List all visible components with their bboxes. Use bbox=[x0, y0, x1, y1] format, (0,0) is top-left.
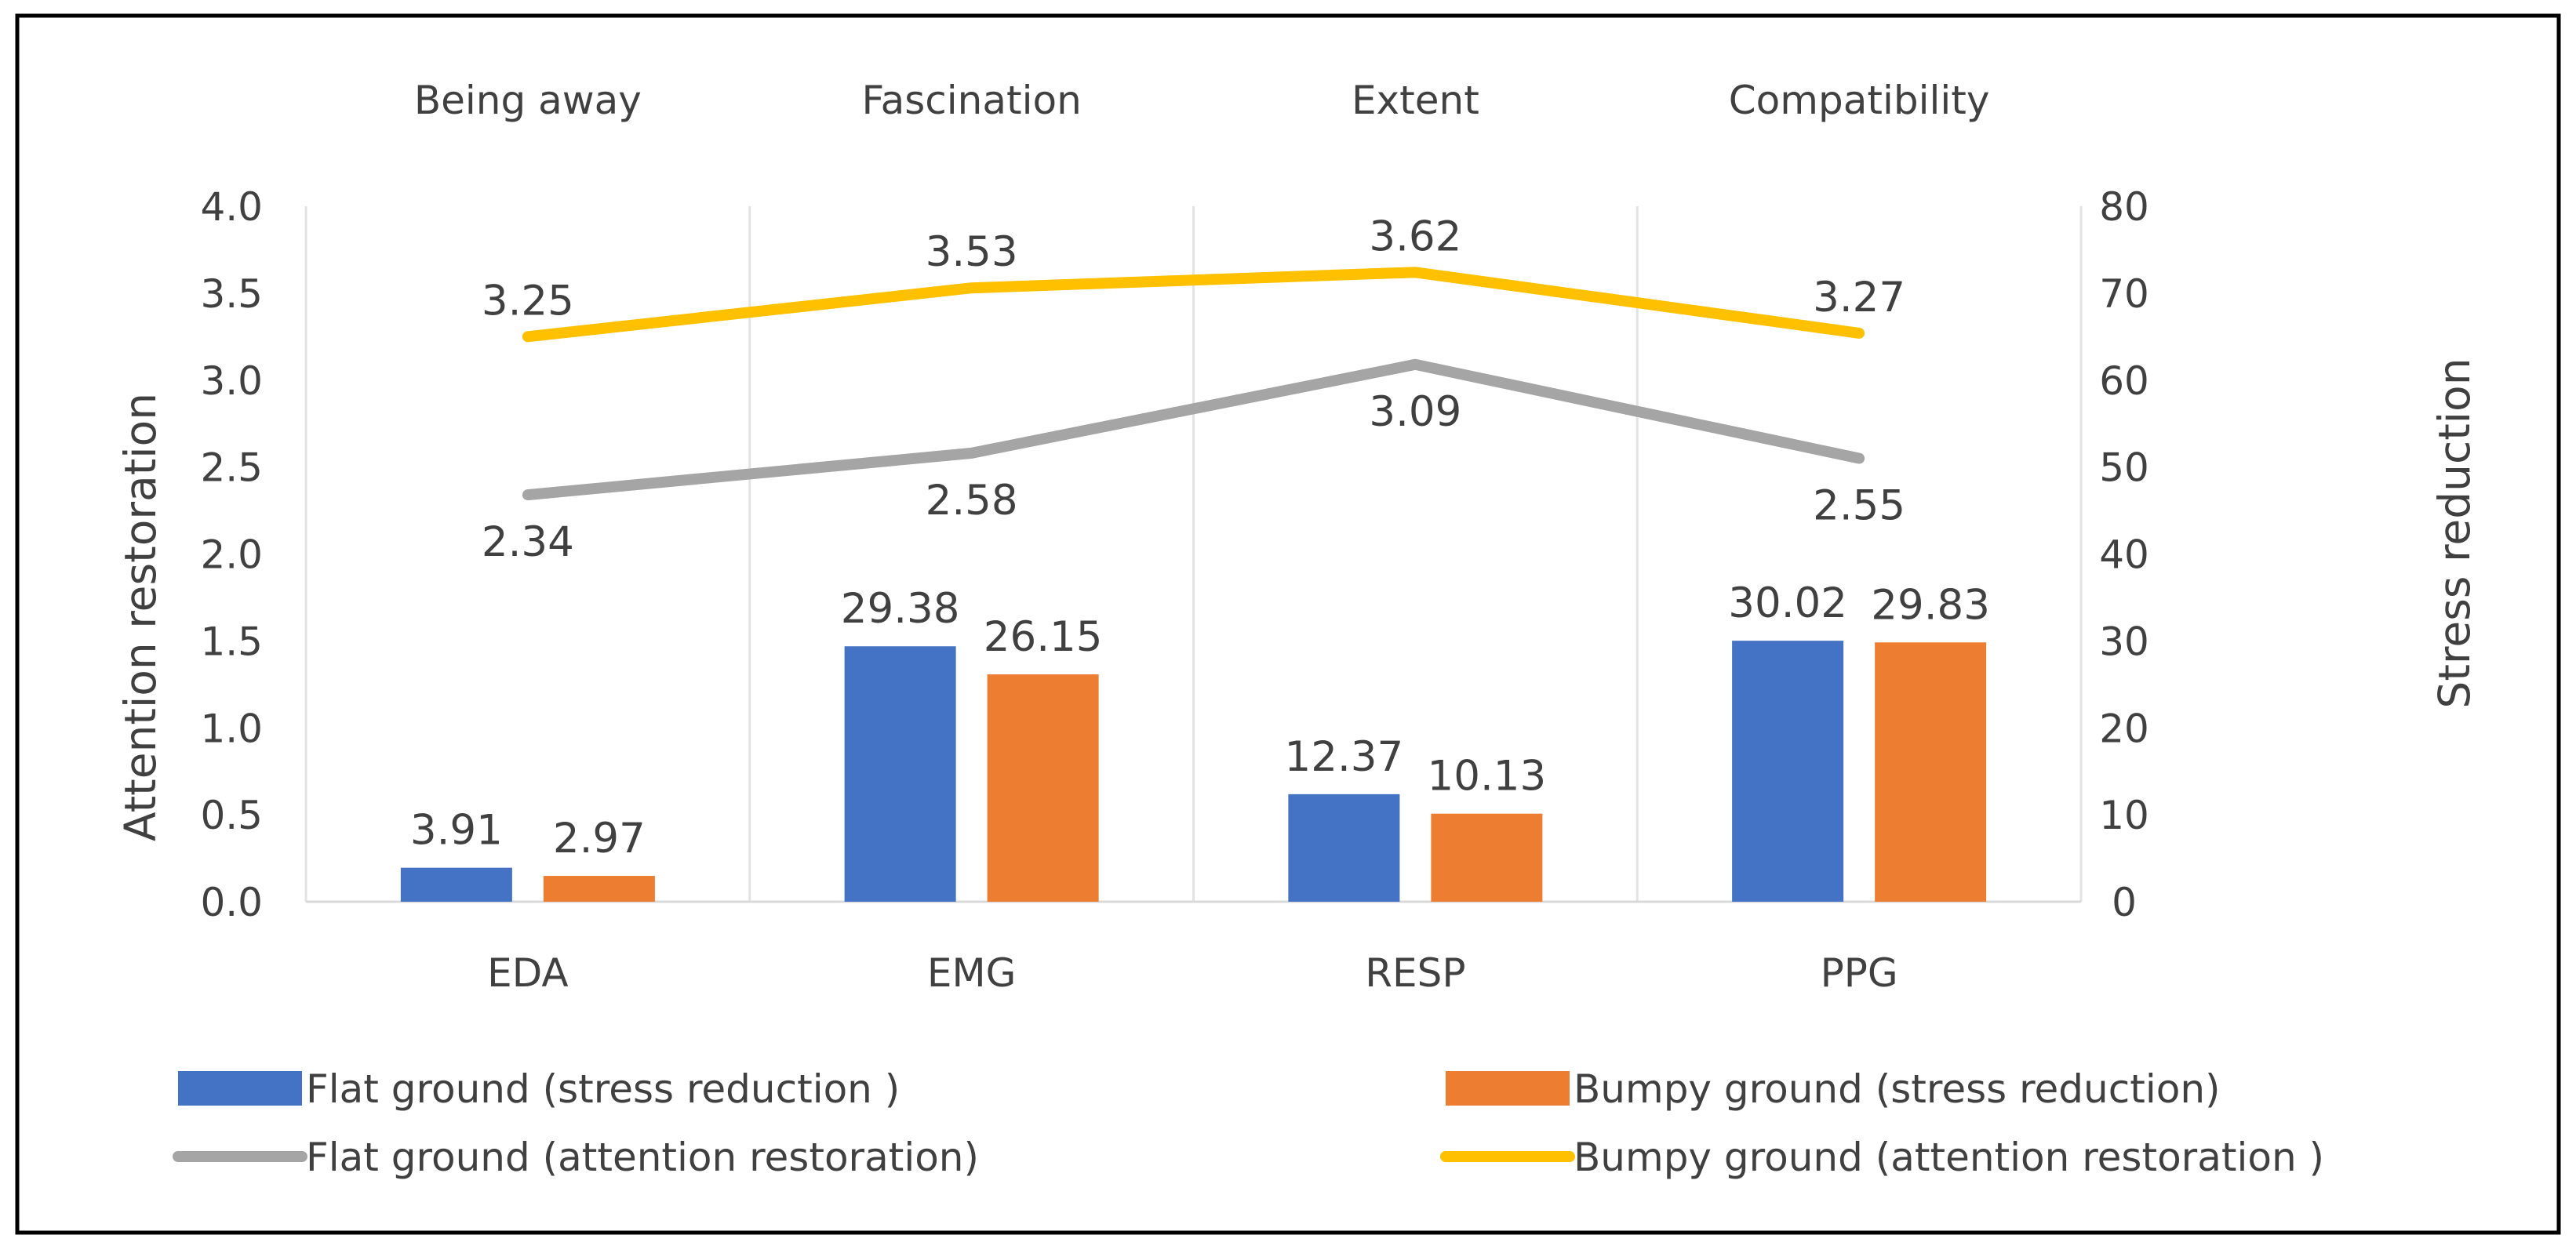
y-tick-label: 2.0 bbox=[200, 532, 263, 578]
y-tick-label: 2.5 bbox=[200, 445, 263, 491]
x-category-label: PPG bbox=[1821, 950, 1898, 996]
top-category-label: Extent bbox=[1352, 78, 1479, 123]
line-data-label: 3.53 bbox=[926, 228, 1018, 276]
bar-data-label: 30.02 bbox=[1728, 579, 1847, 627]
line-data-label: 3.62 bbox=[1369, 212, 1461, 260]
legend-label: Flat ground (stress reduction ) bbox=[306, 1066, 900, 1112]
y-tick-label: 1.5 bbox=[200, 619, 263, 664]
line-data-label: 2.58 bbox=[926, 477, 1018, 525]
y2-axis-title: Stress reduction bbox=[2429, 358, 2480, 708]
top-category-label: Compatibility bbox=[1729, 78, 1990, 123]
line-data-label: 2.55 bbox=[1813, 482, 1905, 530]
y-tick-label: 3.0 bbox=[200, 358, 263, 404]
line-data-label: 3.09 bbox=[1369, 388, 1461, 436]
bar bbox=[400, 867, 512, 902]
x-category-label: EMG bbox=[927, 950, 1016, 996]
bar bbox=[1288, 794, 1400, 902]
line-data-label: 3.25 bbox=[482, 277, 574, 325]
y-axis-title: Attention restoration bbox=[115, 393, 166, 841]
bar bbox=[844, 646, 956, 902]
y-tick-label: 0.5 bbox=[200, 793, 263, 838]
y-tick-label: 1.0 bbox=[200, 706, 263, 751]
y2-tick-label: 30 bbox=[2099, 619, 2149, 664]
legend-swatch bbox=[1446, 1071, 1570, 1106]
y2-tick-label: 40 bbox=[2099, 532, 2149, 578]
bar bbox=[987, 674, 1099, 902]
legend-label: Flat ground (attention restoration) bbox=[306, 1135, 979, 1180]
bar-data-label: 2.97 bbox=[553, 815, 646, 863]
top-category-label: Being away bbox=[414, 78, 642, 123]
y2-tick-label: 60 bbox=[2099, 358, 2149, 404]
bar-data-label: 12.37 bbox=[1285, 733, 1404, 781]
bar bbox=[1732, 641, 1844, 902]
legend-label: Bumpy ground (stress reduction) bbox=[1574, 1066, 2221, 1112]
x-category-label: EDA bbox=[487, 950, 568, 996]
bar-data-label: 26.15 bbox=[984, 613, 1103, 661]
bar bbox=[543, 876, 655, 902]
y-tick-label: 4.0 bbox=[200, 184, 263, 230]
bar-data-label: 10.13 bbox=[1428, 753, 1547, 801]
y-tick-label: 0.0 bbox=[200, 880, 263, 925]
y2-tick-label: 10 bbox=[2099, 793, 2149, 838]
top-category-label: Fascination bbox=[861, 78, 1081, 123]
series-line bbox=[522, 267, 1865, 343]
series-line bbox=[522, 358, 1865, 501]
x-category-label: RESP bbox=[1365, 950, 1465, 996]
y-tick-label: 3.5 bbox=[200, 271, 263, 317]
legend-swatch bbox=[178, 1071, 302, 1106]
legend-label: Bumpy ground (attention restoration ) bbox=[1574, 1135, 2324, 1180]
y2-tick-label: 50 bbox=[2099, 445, 2149, 491]
bar bbox=[1875, 642, 1987, 902]
y2-tick-label: 70 bbox=[2099, 271, 2149, 317]
y2-tick-label: 80 bbox=[2099, 184, 2149, 230]
y2-tick-label: 0 bbox=[2112, 880, 2137, 925]
bar bbox=[1431, 813, 1543, 902]
bar-data-label: 29.38 bbox=[841, 585, 960, 633]
bar-data-label: 29.83 bbox=[1871, 581, 1990, 629]
y2-tick-label: 20 bbox=[2099, 706, 2149, 751]
chart-border bbox=[15, 13, 2561, 1235]
line-data-label: 2.34 bbox=[482, 518, 574, 566]
bar-data-label: 3.91 bbox=[410, 807, 503, 855]
line-data-label: 3.27 bbox=[1813, 274, 1905, 321]
